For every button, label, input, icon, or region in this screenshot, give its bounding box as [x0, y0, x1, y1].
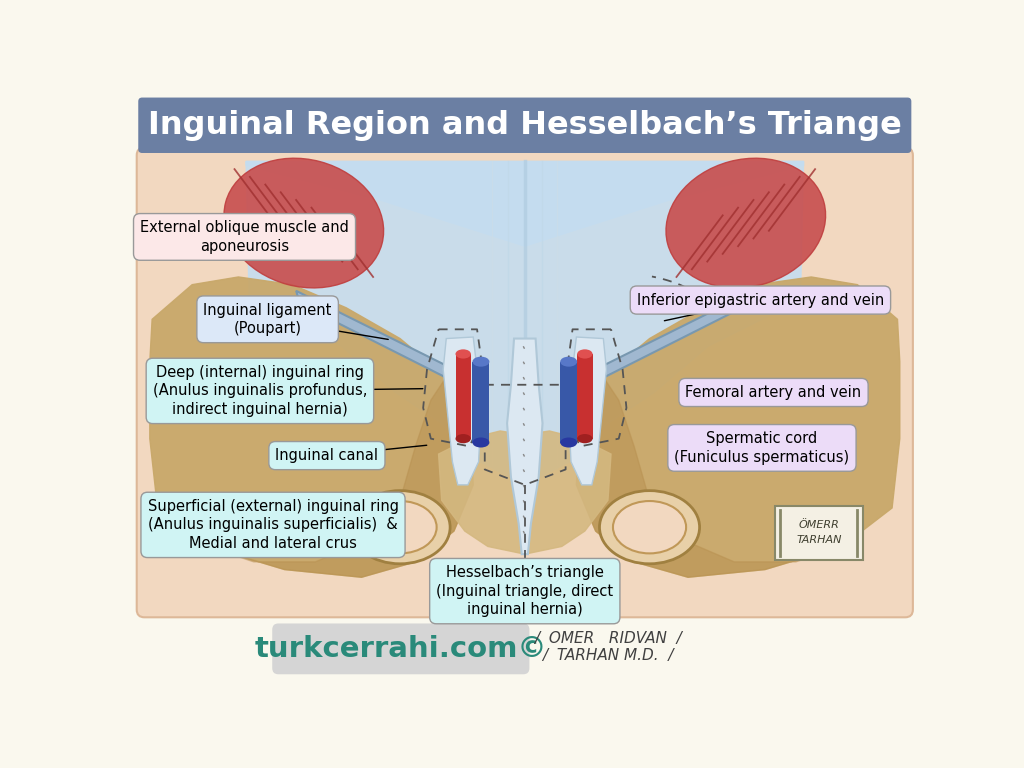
Text: Inguinal canal: Inguinal canal	[275, 448, 379, 463]
Ellipse shape	[350, 491, 451, 564]
Ellipse shape	[613, 501, 686, 554]
Bar	[472, 362, 489, 442]
FancyBboxPatch shape	[775, 505, 863, 561]
Ellipse shape	[456, 434, 471, 443]
Polygon shape	[577, 277, 900, 578]
Bar	[560, 362, 578, 442]
Ellipse shape	[578, 434, 593, 443]
Polygon shape	[568, 337, 606, 485]
Ellipse shape	[472, 438, 489, 448]
Bar	[578, 354, 593, 439]
Ellipse shape	[560, 356, 578, 366]
Ellipse shape	[560, 438, 578, 448]
Text: External oblique muscle and
aponeurosis: External oblique muscle and aponeurosis	[140, 220, 349, 253]
Text: Inguinal Region and Hesselbach’s Triange: Inguinal Region and Hesselbach’s Triange	[147, 110, 902, 141]
Polygon shape	[208, 377, 473, 578]
Ellipse shape	[456, 349, 471, 359]
Text: ÖMERR: ÖMERR	[799, 520, 840, 530]
Text: /  TARHAN M.D.  /: / TARHAN M.D. /	[543, 648, 674, 664]
Ellipse shape	[599, 491, 699, 564]
Polygon shape	[507, 339, 543, 554]
Text: Inferior epigastric artery and vein: Inferior epigastric artery and vein	[637, 293, 884, 307]
Text: TARHAN: TARHAN	[797, 535, 842, 545]
Ellipse shape	[364, 501, 436, 554]
FancyBboxPatch shape	[138, 98, 911, 153]
Polygon shape	[246, 161, 804, 247]
Text: /  OMER   RIDVAN  /: / OMER RIDVAN /	[535, 631, 682, 647]
Bar	[456, 354, 471, 439]
Text: turkcerrahi.com©: turkcerrahi.com©	[255, 635, 547, 663]
Text: Superficial (external) inguinal ring
(Anulus inguinalis superficialis)  &
Medial: Superficial (external) inguinal ring (An…	[147, 498, 398, 551]
Polygon shape	[296, 291, 475, 392]
Ellipse shape	[666, 158, 825, 288]
Text: Femoral artery and vein: Femoral artery and vein	[685, 385, 861, 400]
Polygon shape	[150, 277, 473, 578]
Polygon shape	[246, 161, 804, 485]
Ellipse shape	[472, 356, 489, 366]
Text: Deep (internal) inguinal ring
(Anulus inguinalis profundus,
indirect inguinal he: Deep (internal) inguinal ring (Anulus in…	[153, 365, 368, 417]
Text: Hesselbach’s triangle
(Inguinal triangle, direct
inguinal hernia): Hesselbach’s triangle (Inguinal triangle…	[436, 565, 613, 617]
FancyBboxPatch shape	[272, 624, 529, 674]
Text: Inguinal ligament
(Poupart): Inguinal ligament (Poupart)	[204, 303, 332, 336]
Polygon shape	[574, 291, 754, 392]
Ellipse shape	[224, 158, 384, 288]
Polygon shape	[438, 431, 611, 554]
FancyBboxPatch shape	[137, 147, 912, 617]
Text: Spermatic cord
(Funiculus spermaticus): Spermatic cord (Funiculus spermaticus)	[675, 431, 850, 465]
Polygon shape	[443, 337, 481, 485]
Polygon shape	[577, 377, 842, 578]
Ellipse shape	[578, 349, 593, 359]
